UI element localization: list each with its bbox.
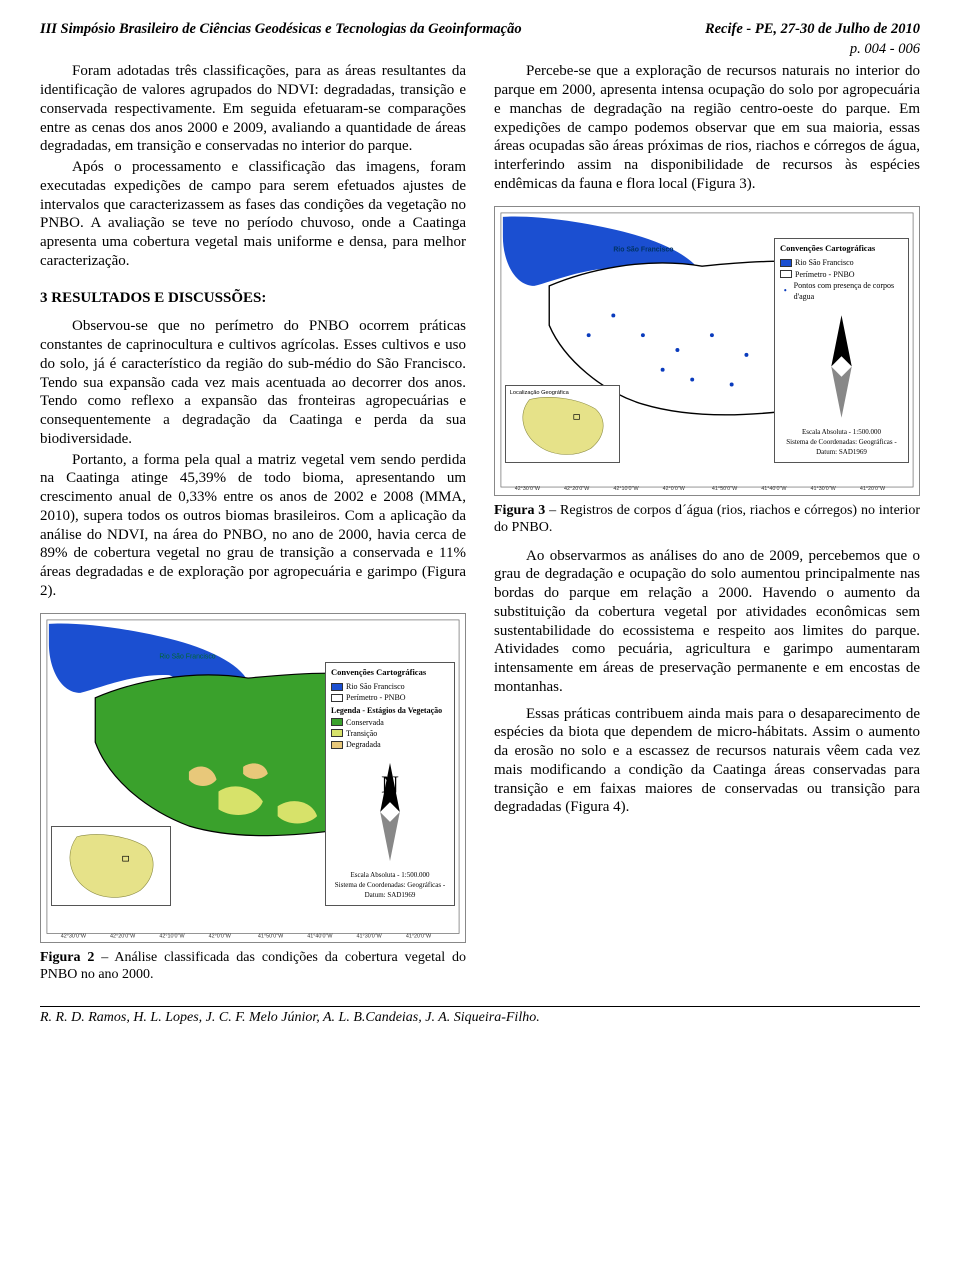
legend-title: Convenções Cartográficas (331, 667, 449, 679)
datum-text-3: Sistema de Coordenadas: Geográficas - Da… (780, 438, 903, 458)
inset-brazil-map (51, 826, 171, 906)
datum-text: Sistema de Coordenadas: Geográficas - Da… (331, 881, 449, 901)
svg-text:42°10'0"W: 42°10'0"W (613, 485, 639, 491)
svg-text:42°0'0"W: 42°0'0"W (209, 933, 232, 939)
svg-text:41°50'0"W: 41°50'0"W (712, 485, 738, 491)
header-right: Recife - PE, 27-30 de Julho de 2010 (705, 20, 920, 38)
scale-text: Escala Absoluta - 1:500.000 (331, 871, 449, 881)
svg-text:41°20'0"W: 41°20'0"W (860, 485, 886, 491)
svg-text:N: N (381, 771, 399, 798)
para-l3: Observou-se que no perímetro do PNBO oco… (40, 317, 466, 448)
svg-text:42°20'0"W: 42°20'0"W (564, 485, 590, 491)
para-r3: Essas práticas contribuem ainda mais par… (494, 705, 920, 818)
para-l1: Foram adotadas três classificações, para… (40, 62, 466, 156)
figure-3-map: Rio São Francisco 42°30'0"W 42°20'0"W 42°… (494, 206, 920, 496)
river-label: Rio São Francisco (159, 653, 215, 660)
right-column: Percebe-se que a exploração de recursos … (494, 62, 920, 983)
inset-brazil-map-3: Localização Geográfica (505, 385, 620, 463)
figure-3-caption: Figura 3 – Registros de corpos d´água (r… (494, 502, 920, 537)
para-l2: Após o processamento e classificação das… (40, 158, 466, 271)
svg-text:42°20'0"W: 42°20'0"W (110, 933, 136, 939)
leg-deg: Degradada (346, 739, 381, 750)
svg-text:41°30'0"W: 41°30'0"W (811, 485, 837, 491)
leg-trans: Transição (346, 728, 377, 739)
svg-text:Localização Geográfica: Localização Geográfica (510, 389, 570, 395)
leg-cons: Conservada (346, 717, 384, 728)
compass-icon-3 (780, 305, 903, 428)
leg-rio-3: Rio São Francisco (795, 257, 854, 268)
leg-section: Legenda - Estágios da Vegetação (331, 705, 449, 716)
para-l4: Portanto, a forma pela qual a matriz veg… (40, 451, 466, 601)
page-number: p. 004 - 006 (40, 40, 920, 58)
leg-pontos: Pontos com presença de corpos d'agua (794, 280, 903, 302)
header-left: III Simpósio Brasileiro de Ciências Geod… (40, 20, 522, 38)
footer-authors: R. R. D. Ramos, H. L. Lopes, J. C. F. Me… (40, 1009, 920, 1027)
compass-icon: N (331, 753, 449, 871)
para-r2: Ao observarmos as análises do ano de 200… (494, 547, 920, 697)
leg-rio: Rio São Francisco (346, 681, 405, 692)
svg-text:42°30'0"W: 42°30'0"W (61, 933, 87, 939)
svg-text:42°0'0"W: 42°0'0"W (663, 485, 686, 491)
svg-text:41°40'0"W: 41°40'0"W (761, 485, 787, 491)
figure-3-legend: Convenções Cartográficas Rio São Francis… (774, 238, 909, 462)
svg-text:42°30'0"W: 42°30'0"W (515, 485, 541, 491)
svg-text:41°50'0"W: 41°50'0"W (258, 933, 284, 939)
legend-title-3: Convenções Cartográficas (780, 243, 903, 255)
figure-2-caption: Figura 2 – Figura 2 – Análise classifica… (40, 949, 466, 984)
figure-2-map: Rio São Francisco 42°30'0"W 42°20'0"W 42°… (40, 613, 466, 943)
svg-text:41°40'0"W: 41°40'0"W (307, 933, 333, 939)
leg-perim-3: Perímetro - PNBO (795, 269, 855, 280)
river-label-3: Rio São Francisco (613, 246, 673, 253)
leg-perim: Perímetro - PNBO (346, 692, 406, 703)
scale-text-3: Escala Absoluta - 1:500.000 (780, 428, 903, 438)
svg-text:42°10'0"W: 42°10'0"W (159, 933, 185, 939)
para-r1: Percebe-se que a exploração de recursos … (494, 62, 920, 193)
figure-2-legend: Convenções Cartográficas Rio São Francis… (325, 662, 455, 905)
svg-text:41°30'0"W: 41°30'0"W (357, 933, 383, 939)
section-3-title: 3 RESULTADOS E DISCUSSÕES: (40, 289, 466, 308)
left-column: Foram adotadas três classificações, para… (40, 62, 466, 983)
footer-rule (40, 1006, 920, 1007)
svg-text:41°20'0"W: 41°20'0"W (406, 933, 432, 939)
